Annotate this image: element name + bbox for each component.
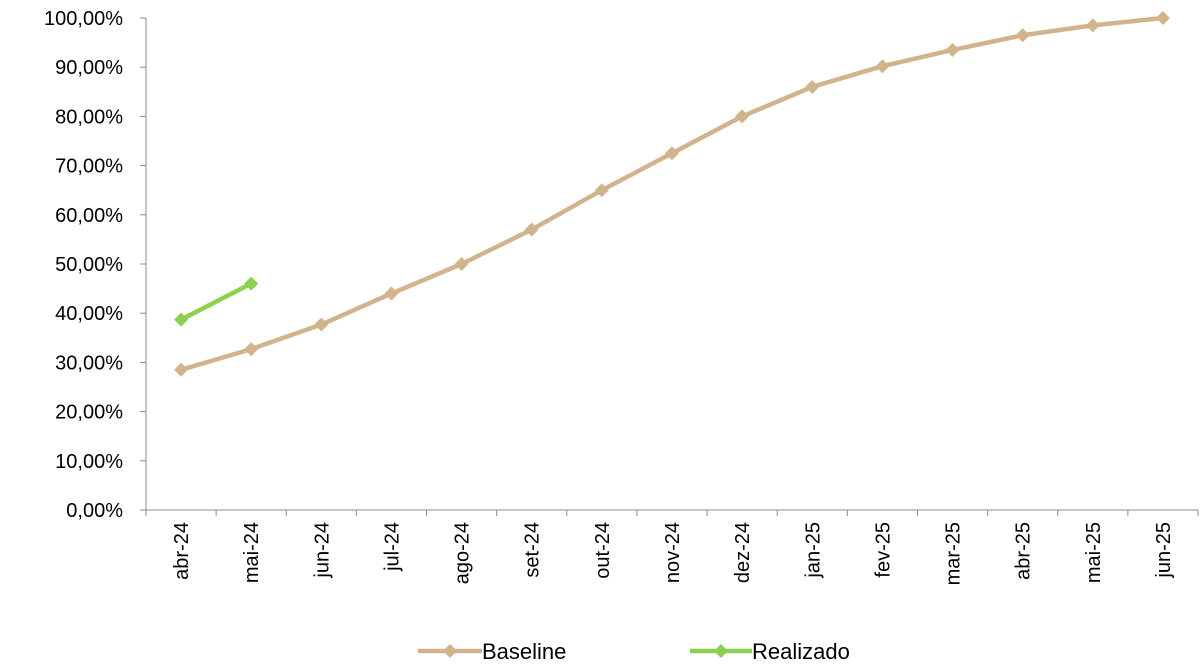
- y-tick-label: 20,00%: [55, 402, 123, 424]
- x-tick-label: jun-25: [1153, 522, 1175, 579]
- data-point-realizado: [174, 312, 189, 327]
- chart-series: [174, 11, 1170, 377]
- legend-swatch-marker-baseline: [443, 644, 457, 658]
- data-point-baseline: [1085, 18, 1100, 33]
- legend-label-baseline: Baseline: [482, 639, 566, 664]
- chart-legend: Baseline Realizado: [418, 639, 850, 664]
- data-point-baseline: [875, 59, 890, 74]
- data-point-baseline: [454, 257, 469, 271]
- y-tick-label: 50,00%: [55, 254, 123, 276]
- data-point-realizado: [244, 276, 259, 291]
- x-tick-label: nov-24: [662, 522, 684, 583]
- y-tick-label: 70,00%: [55, 156, 123, 178]
- x-tick-label: ago-24: [452, 522, 474, 584]
- y-tick-label: 10,00%: [55, 451, 123, 473]
- x-tick-label: abr-25: [1013, 522, 1035, 580]
- data-point-baseline: [945, 42, 960, 57]
- x-tick-label: fev-25: [872, 522, 894, 578]
- y-tick-label: 100,00%: [44, 8, 123, 30]
- x-axis-tick-labels: abr-24 mai-24 jun-24 jul-24 ago-24 set-24 out-…: [171, 522, 1175, 585]
- data-point-baseline: [665, 146, 679, 161]
- x-tick-label: out-24: [592, 522, 614, 579]
- data-point-baseline: [735, 109, 750, 124]
- x-tick-label: jul-24: [381, 522, 403, 572]
- x-tick-label: jun-24: [311, 522, 333, 579]
- chart-axes: [140, 17, 1199, 516]
- x-tick-label: mai-24: [241, 522, 263, 583]
- y-tick-label: 40,00%: [55, 303, 123, 325]
- data-point-baseline: [805, 79, 820, 94]
- y-tick-label: 80,00%: [55, 106, 123, 128]
- legend-swatch-marker-realizado: [714, 644, 728, 658]
- x-tick-label: dez-24: [732, 522, 754, 583]
- series-line-baseline: [178, 15, 1166, 373]
- data-point-baseline: [174, 362, 189, 377]
- y-tick-label: 60,00%: [55, 205, 123, 227]
- data-point-baseline: [314, 317, 329, 332]
- x-tick-label: mar-25: [943, 522, 965, 585]
- x-tick-label: abr-24: [171, 522, 193, 580]
- data-point-baseline: [384, 286, 399, 301]
- data-point-baseline: [524, 222, 539, 237]
- data-point-baseline: [1155, 11, 1170, 25]
- x-tick-label: jan-25: [802, 522, 824, 579]
- x-tick-label: mai-25: [1083, 522, 1105, 583]
- y-tick-label: 0,00%: [66, 500, 123, 522]
- y-tick-label: 90,00%: [55, 57, 123, 79]
- legend-label-realizado: Realizado: [752, 639, 850, 664]
- series-line-realizado: [178, 281, 254, 322]
- y-axis-tick-labels: 0,00% 10,00% 20,00% 30,00% 40,00% 50,00% 60,00…: [44, 8, 123, 522]
- data-point-baseline: [244, 342, 259, 357]
- data-point-baseline: [1015, 28, 1030, 43]
- x-tick-label: set-24: [522, 522, 544, 578]
- data-point-baseline: [594, 183, 609, 198]
- y-tick-label: 30,00%: [55, 352, 123, 374]
